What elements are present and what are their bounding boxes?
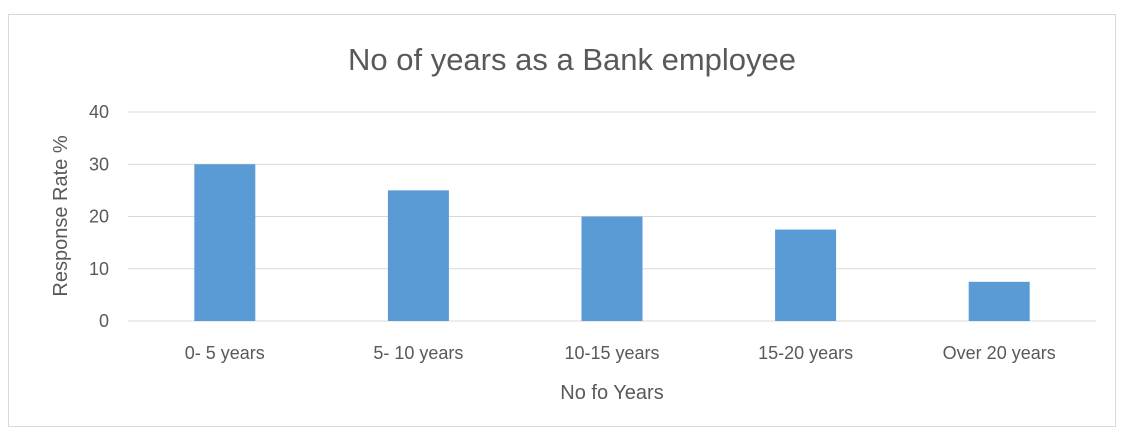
x-tick-label: Over 20 years	[943, 343, 1056, 363]
chart-title: No of years as a Bank employee	[348, 42, 796, 77]
x-axis-label: No fo Years	[560, 382, 663, 404]
bar	[387, 190, 449, 321]
x-tick-label: 0- 5 years	[185, 343, 265, 363]
bars	[194, 164, 1030, 321]
bar	[968, 281, 1030, 321]
chart-frame	[8, 14, 1116, 427]
y-axis-ticks: 0 10 20 30 40	[89, 102, 109, 331]
y-tick-label: 10	[89, 259, 109, 279]
bar	[194, 164, 256, 321]
bar	[775, 229, 837, 321]
x-tick-label: 10-15 years	[564, 343, 659, 363]
x-tick-label: 15-20 years	[758, 343, 853, 363]
x-axis-ticks: 0- 5 years 5- 10 years 10-15 years 15-20 ye…	[185, 343, 1056, 363]
bar	[581, 216, 643, 321]
y-tick-label: 20	[89, 207, 109, 227]
y-axis-label: Response Rate %	[50, 135, 72, 296]
y-tick-label: 40	[89, 102, 109, 122]
x-tick-label: 5- 10 years	[373, 343, 463, 363]
y-tick-label: 0	[99, 311, 109, 331]
y-tick-label: 30	[89, 154, 109, 174]
